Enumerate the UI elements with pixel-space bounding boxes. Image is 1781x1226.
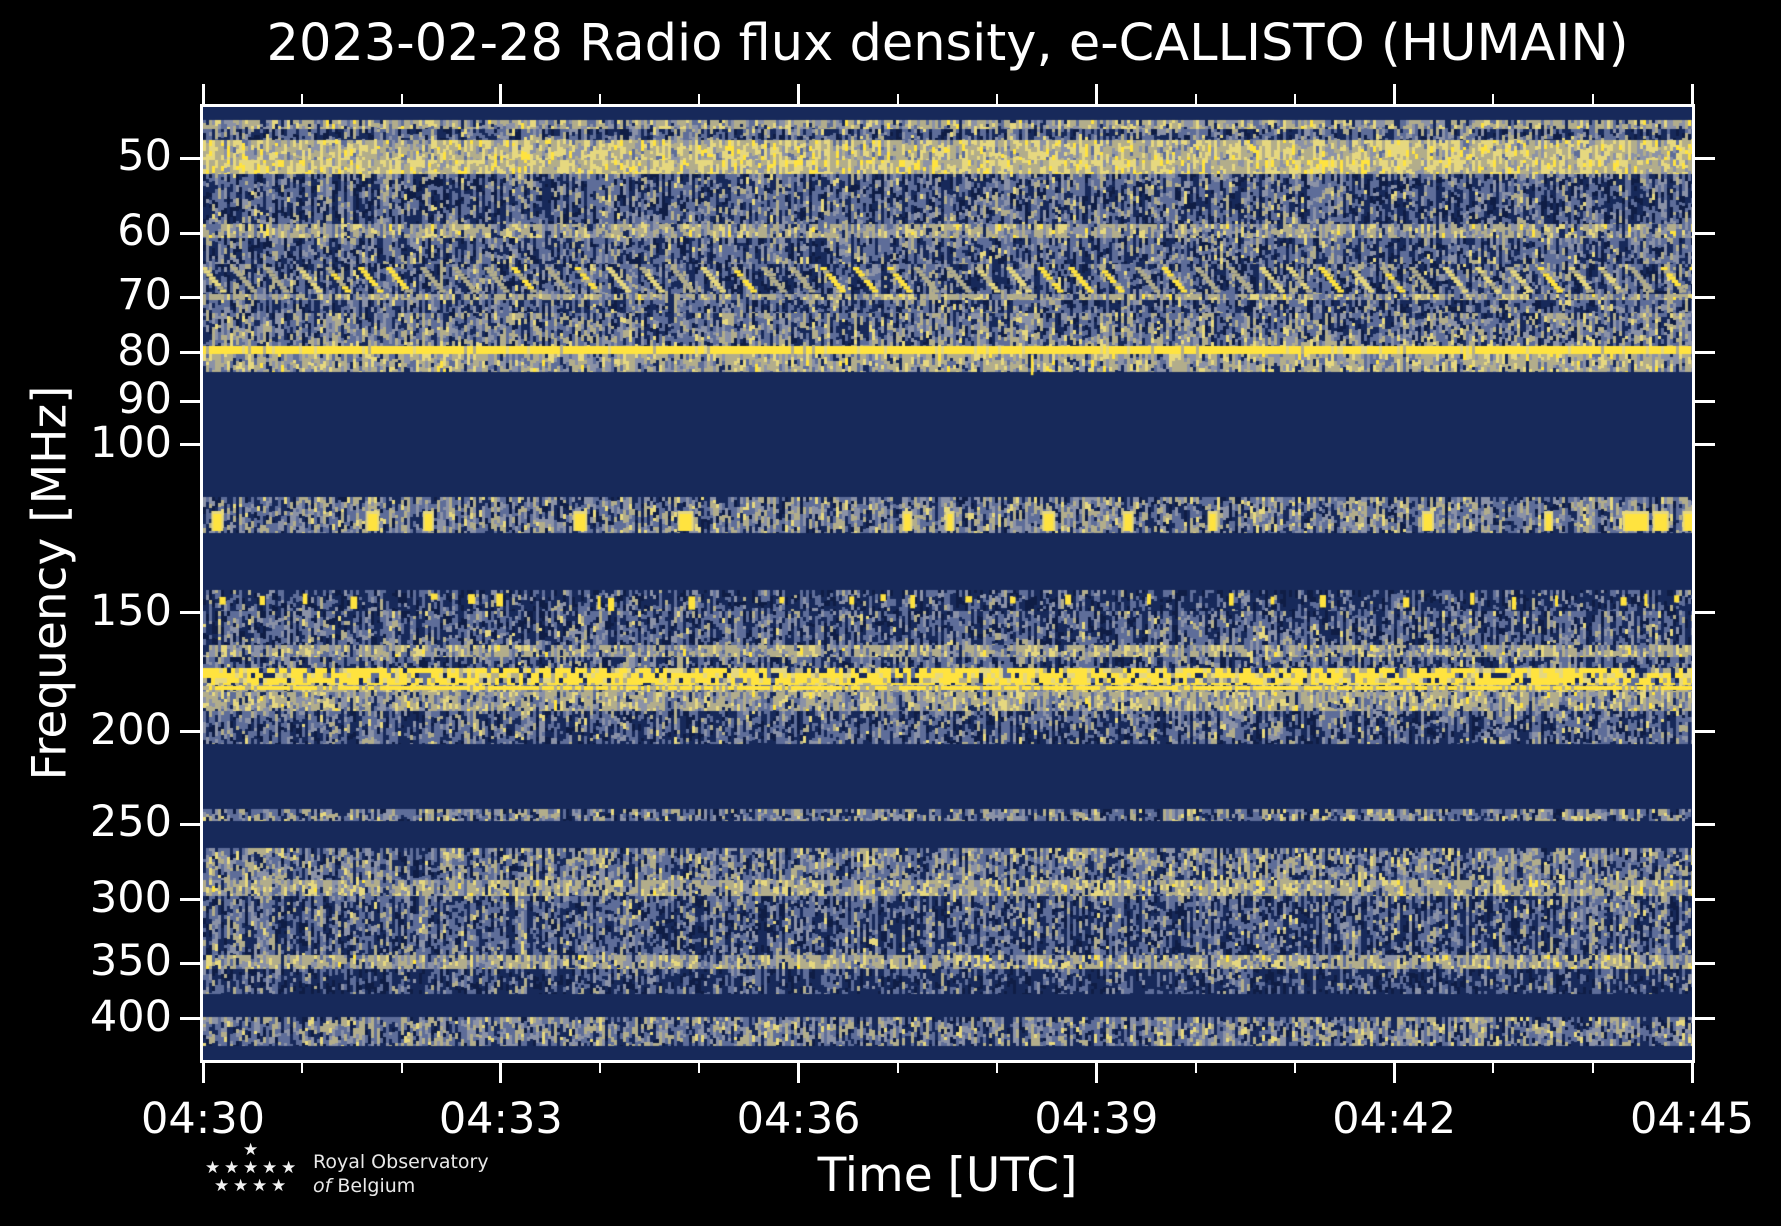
y-tick — [180, 443, 200, 447]
y-tick — [180, 231, 200, 235]
x-tick — [896, 1063, 899, 1073]
x-tick — [797, 1063, 801, 1083]
x-tick — [698, 94, 701, 104]
y-tick — [180, 351, 200, 355]
y-tick — [1695, 730, 1715, 734]
x-tick — [499, 1063, 503, 1083]
x-tick — [1392, 84, 1396, 104]
star-icon: ★ — [252, 1176, 268, 1196]
y-tick — [1695, 295, 1715, 299]
y-tick — [180, 1017, 200, 1021]
y-tick-label: 70 — [117, 270, 172, 321]
logo-line2: of Belgium — [313, 1175, 416, 1197]
y-tick-label: 80 — [117, 325, 172, 376]
star-icon: ★ — [262, 1158, 278, 1178]
x-tick — [1094, 84, 1098, 104]
logo-line1: Royal Observatory — [313, 1151, 489, 1173]
x-tick — [698, 1063, 701, 1073]
y-tick-label: 250 — [89, 797, 172, 848]
star-icon: ★ — [243, 1140, 259, 1160]
x-axis-label: Time [UTC] — [817, 1148, 1078, 1203]
y-tick — [1695, 822, 1715, 826]
y-tick-label: 350 — [89, 936, 172, 987]
royal-observatory-logo: ★ ★ ★ ★ ★ ★ ★ ★ ★ ★ Royal Observatory of Belgium — [205, 1142, 625, 1222]
y-tick-label: 90 — [117, 374, 172, 425]
x-tick — [599, 1063, 602, 1073]
y-tick-label: 200 — [89, 704, 172, 755]
x-tick — [400, 1063, 403, 1073]
y-tick — [180, 961, 200, 965]
x-tick — [301, 94, 304, 104]
y-tick-label: 300 — [89, 872, 172, 923]
x-tick — [996, 1063, 999, 1073]
star-icon: ★ — [233, 1176, 249, 1196]
y-tick — [1695, 231, 1715, 235]
y-tick — [1695, 898, 1715, 902]
x-tick — [1492, 1063, 1495, 1073]
spectrogram-canvas — [203, 107, 1692, 1060]
x-tick — [1392, 1063, 1396, 1083]
x-tick — [1194, 94, 1197, 104]
x-tick — [1690, 84, 1694, 104]
y-tick — [180, 611, 200, 615]
x-tick — [400, 94, 403, 104]
x-tick — [1194, 1063, 1197, 1073]
x-tick — [201, 84, 205, 104]
x-tick — [1293, 94, 1296, 104]
x-tick — [996, 94, 999, 104]
y-tick — [180, 156, 200, 160]
plot-area — [200, 104, 1695, 1063]
x-tick-label: 04:33 — [438, 1094, 563, 1144]
y-tick-label: 400 — [89, 991, 172, 1042]
y-tick — [180, 295, 200, 299]
x-tick-label: 04:45 — [1630, 1094, 1754, 1144]
y-tick — [1695, 399, 1715, 403]
y-tick — [180, 822, 200, 826]
logo-text: Royal Observatory of Belgium — [313, 1150, 489, 1198]
x-tick-label: 04:39 — [1034, 1094, 1159, 1144]
x-tick — [201, 1063, 205, 1083]
star-icon: ★ — [205, 1158, 221, 1178]
x-tick — [1591, 1063, 1594, 1073]
x-tick — [1492, 94, 1495, 104]
star-icon: ★ — [224, 1158, 240, 1178]
y-tick — [180, 898, 200, 902]
x-tick-label: 04:36 — [736, 1094, 861, 1144]
y-tick-label: 150 — [89, 585, 172, 636]
y-tick — [1695, 1017, 1715, 1021]
y-tick — [1695, 611, 1715, 615]
y-tick-label: 50 — [117, 131, 172, 182]
y-tick — [180, 399, 200, 403]
y-tick-label: 100 — [89, 417, 172, 468]
y-tick — [1695, 351, 1715, 355]
x-tick — [1094, 1063, 1098, 1083]
y-tick-label: 60 — [117, 206, 172, 257]
x-tick — [797, 84, 801, 104]
x-tick-label: 04:30 — [141, 1094, 265, 1144]
y-tick — [1695, 443, 1715, 447]
x-tick — [896, 94, 899, 104]
star-icon: ★ — [281, 1158, 297, 1178]
y-tick — [1695, 156, 1715, 160]
chart-title: 2023-02-28 Radio flux density, e-CALLIST… — [266, 14, 1629, 73]
x-tick — [599, 94, 602, 104]
x-tick — [1293, 1063, 1296, 1073]
x-tick — [301, 1063, 304, 1073]
star-icon: ★ — [243, 1158, 259, 1178]
x-tick-label: 04:42 — [1332, 1094, 1457, 1144]
x-tick — [1591, 94, 1594, 104]
x-tick — [1690, 1063, 1694, 1083]
y-tick — [1695, 961, 1715, 965]
star-icon: ★ — [214, 1176, 230, 1196]
star-icon: ★ — [271, 1176, 287, 1196]
x-tick — [499, 84, 503, 104]
y-tick — [180, 730, 200, 734]
